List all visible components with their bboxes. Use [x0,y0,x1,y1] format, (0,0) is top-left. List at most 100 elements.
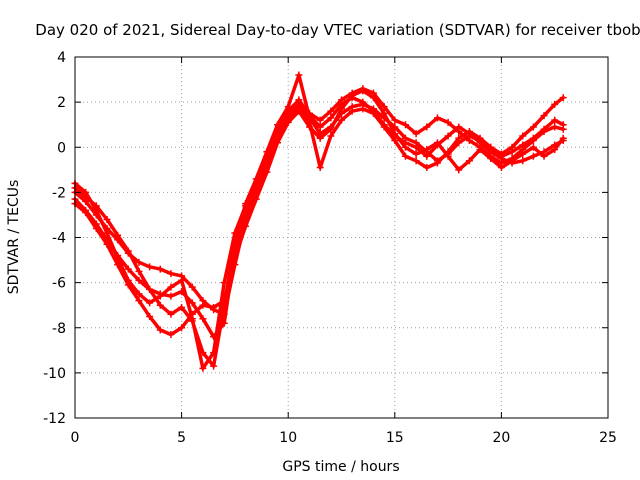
data-point [529,123,537,131]
data-point [316,116,324,124]
data-point [135,267,143,275]
data-point [284,112,292,120]
data-point [252,195,260,203]
data-point [412,157,420,165]
data-point [540,125,548,133]
data-point [103,240,111,248]
data-point [455,134,463,142]
x-tick-label: 5 [177,430,186,446]
data-point [433,114,441,122]
data-point [519,157,527,165]
data-point [167,270,175,278]
data-point [487,155,495,163]
data-point [263,168,271,176]
data-point [423,164,431,172]
data-point [146,312,154,320]
data-point [156,292,164,300]
y-tick-label: -6 [52,276,66,292]
data-point [327,107,335,115]
y-tick-label: 2 [57,95,66,111]
data-point [559,121,567,129]
data-point [559,94,567,102]
data-point [178,324,186,332]
x-axis-label: GPS time / hours [282,459,399,475]
data-point [146,285,154,293]
data-point [551,123,559,131]
data-point [519,141,527,149]
data-point [178,303,186,311]
data-point [401,143,409,151]
data-point [338,105,345,113]
data-point [156,265,164,273]
data-point [210,303,218,311]
data-point [433,159,441,167]
data-point [551,100,559,108]
data-point [220,279,228,287]
data-point [167,331,175,339]
data-point [327,132,335,140]
data-point [188,299,196,307]
axis-ticks: 0 5 10 15 20 25 -12 -10 -8 -6 -4 -2 0 2 4 [43,50,617,446]
x-tick-label: 20 [492,430,510,446]
data-point [412,150,420,158]
data-point [252,179,260,187]
data-point [316,134,324,142]
data-point [156,326,164,334]
data-point [401,121,409,129]
data-point [92,224,100,232]
data-point [412,130,420,138]
data-point [391,136,399,144]
data-point [380,123,388,131]
data-point [369,109,377,117]
data-point [167,292,175,300]
data-point [338,116,345,124]
data-point [391,130,399,138]
chart-title: Day 020 of 2021, Sidereal Day-to-day VTE… [35,21,640,39]
y-tick-label: 4 [57,50,66,66]
y-tick-label: -12 [43,411,66,427]
data-point [529,152,537,160]
data-point [242,202,250,210]
y-tick-label: -10 [43,366,66,382]
data-point [444,118,452,126]
data-point [82,209,90,217]
data-point [146,263,154,271]
x-tick-label: 10 [279,430,297,446]
data-point [551,116,559,124]
data-point [231,229,239,237]
data-point [188,315,196,323]
data-point [124,247,132,255]
data-point [519,150,527,158]
data-point [391,116,399,124]
data-point [487,143,495,151]
series-line [73,86,565,316]
y-axis-label: SDTVAR / TECUs [6,180,22,295]
data-point [82,188,90,196]
data-point [359,87,367,95]
data-point [210,349,218,357]
data-point [103,229,111,237]
data-point [316,123,324,131]
data-point [497,152,505,160]
data-point [167,283,175,291]
data-point [508,148,516,156]
series-line [73,102,565,371]
data-point [444,132,452,140]
data-point [551,146,559,154]
data-point [455,123,463,131]
data-point [559,134,567,142]
data-point [284,103,292,111]
data-point [178,276,186,284]
x-tick-label: 25 [599,430,617,446]
data-point [114,231,122,239]
data-point [348,107,356,115]
data-point [540,112,548,120]
data-point [380,109,388,117]
data-point [455,166,463,174]
data-point [92,206,100,214]
data-point [359,105,367,113]
data-point [135,276,143,284]
data-point [295,100,303,108]
data-point [465,127,473,135]
